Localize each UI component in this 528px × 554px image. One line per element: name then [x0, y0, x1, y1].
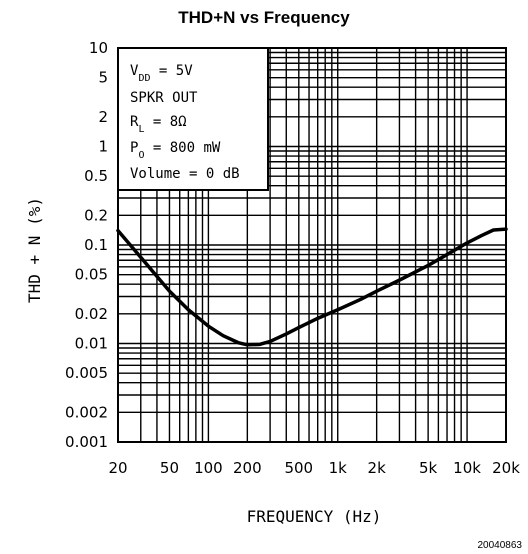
plot-frame — [117, 47, 507, 443]
x-tick-label: 500 — [284, 459, 313, 477]
condition-box: VDD = 5V SPKR OUT RL = 8Ω PO = 800 mW Vo… — [117, 47, 269, 191]
y-tick-label: 10 — [89, 39, 108, 57]
x-tick-labels: 20 50 100 200 500 1k 2k 5k 10k 20k — [108, 459, 520, 477]
x-tick-label: 20 — [108, 459, 127, 477]
x-tick-label: 100 — [194, 459, 223, 477]
chart-title: THD+N vs Frequency — [178, 8, 350, 27]
x-tick-label: 2k — [368, 459, 387, 477]
y-tick-label: 5 — [98, 69, 108, 87]
condition-volume: Volume = 0 dB — [130, 166, 240, 182]
y-tick-label: 0.01 — [75, 335, 108, 353]
condition-load: RL = 8Ω — [130, 114, 187, 135]
y-tick-label: 0.02 — [75, 305, 108, 323]
y-tick-label: 0.1 — [84, 236, 108, 254]
y-tick-label: 0.001 — [65, 433, 108, 451]
condition-output: SPKR OUT — [130, 90, 198, 106]
x-tick-label: 5k — [419, 459, 438, 477]
x-axis-label: FREQUENCY (Hz) — [247, 507, 382, 526]
y-tick-label: 0.05 — [75, 266, 108, 284]
y-tick-label: 0.5 — [84, 167, 108, 185]
figure-id: 20040863 — [478, 540, 523, 551]
condition-box-background — [117, 47, 269, 191]
y-axis-label: THD + N (%) — [25, 197, 44, 303]
grid-lines — [118, 48, 506, 442]
x-tick-label: 200 — [233, 459, 262, 477]
y-tick-label: 0.002 — [65, 403, 108, 421]
x-tick-label: 1k — [329, 459, 348, 477]
y-tick-label: 0.2 — [84, 206, 108, 224]
x-tick-label: 50 — [160, 459, 179, 477]
y-tick-labels: 10 5 2 1 0.5 0.2 0.1 0.05 0.02 0.01 0.005 0.002 0.00… — [65, 39, 108, 451]
x-tick-label: 10k — [453, 459, 481, 477]
condition-power: PO = 800 mW — [130, 140, 221, 161]
y-tick-label: 2 — [98, 108, 108, 126]
x-tick-label: 20k — [492, 459, 520, 477]
y-tick-label: 0.005 — [65, 364, 108, 382]
thd-curve — [116, 227, 508, 347]
y-tick-label: 1 — [98, 138, 108, 156]
